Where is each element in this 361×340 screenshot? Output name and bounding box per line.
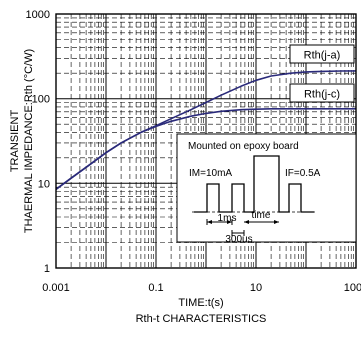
y-tick-labels: 1 10 100 1000 [26,9,50,275]
x-tick-label: 0.001 [42,282,70,294]
y-tick-label: 1 [44,263,50,275]
legend-box-rth-j-c [289,83,355,103]
x-tick-label: 0.1 [148,282,163,294]
y-tick-label: 100 [32,94,50,106]
inset-period-label: 300us [225,234,252,245]
inset-period-dimension [231,230,245,236]
inset-time-label: time [252,210,271,221]
x-axis-label: TIME:t(s) [178,297,223,309]
y-tick-label: 10 [38,178,50,190]
legend-label-rth-j-a: Rth(j-a) [304,50,341,62]
inset-if-label: IF=0.5A [285,168,321,179]
y-axis-label-line1: TRANSIENT [9,110,21,173]
legend-label-rth-j-c: Rth(j-c) [304,89,340,101]
y-axis-label-line2: THAERMAL IMPEDANCE:Rth (°C/W) [23,49,35,233]
inset-im-label: IM=10mA [189,168,232,179]
y-tick-label: 1000 [26,9,50,21]
chart-caption: Rth-t CHARACTERISTICS [136,313,267,325]
series-line-rth-j-c- [55,108,356,190]
x-tick-label: 1000 [344,282,361,294]
x-tick-label: 10 [250,282,262,294]
series-layer [55,70,357,190]
inset-pulse-label: 1ms [218,213,237,224]
x-tick-labels: 0.001 0.1 10 1000 [42,282,361,294]
inset-title: Mounted on epoxy board [188,141,299,152]
legend-box-rth-j-a [289,44,355,64]
inset-panel: Mounted on epoxy board IM=10mA IF=0.5A t… [176,133,357,245]
inset-pulse-arrows [207,220,232,224]
